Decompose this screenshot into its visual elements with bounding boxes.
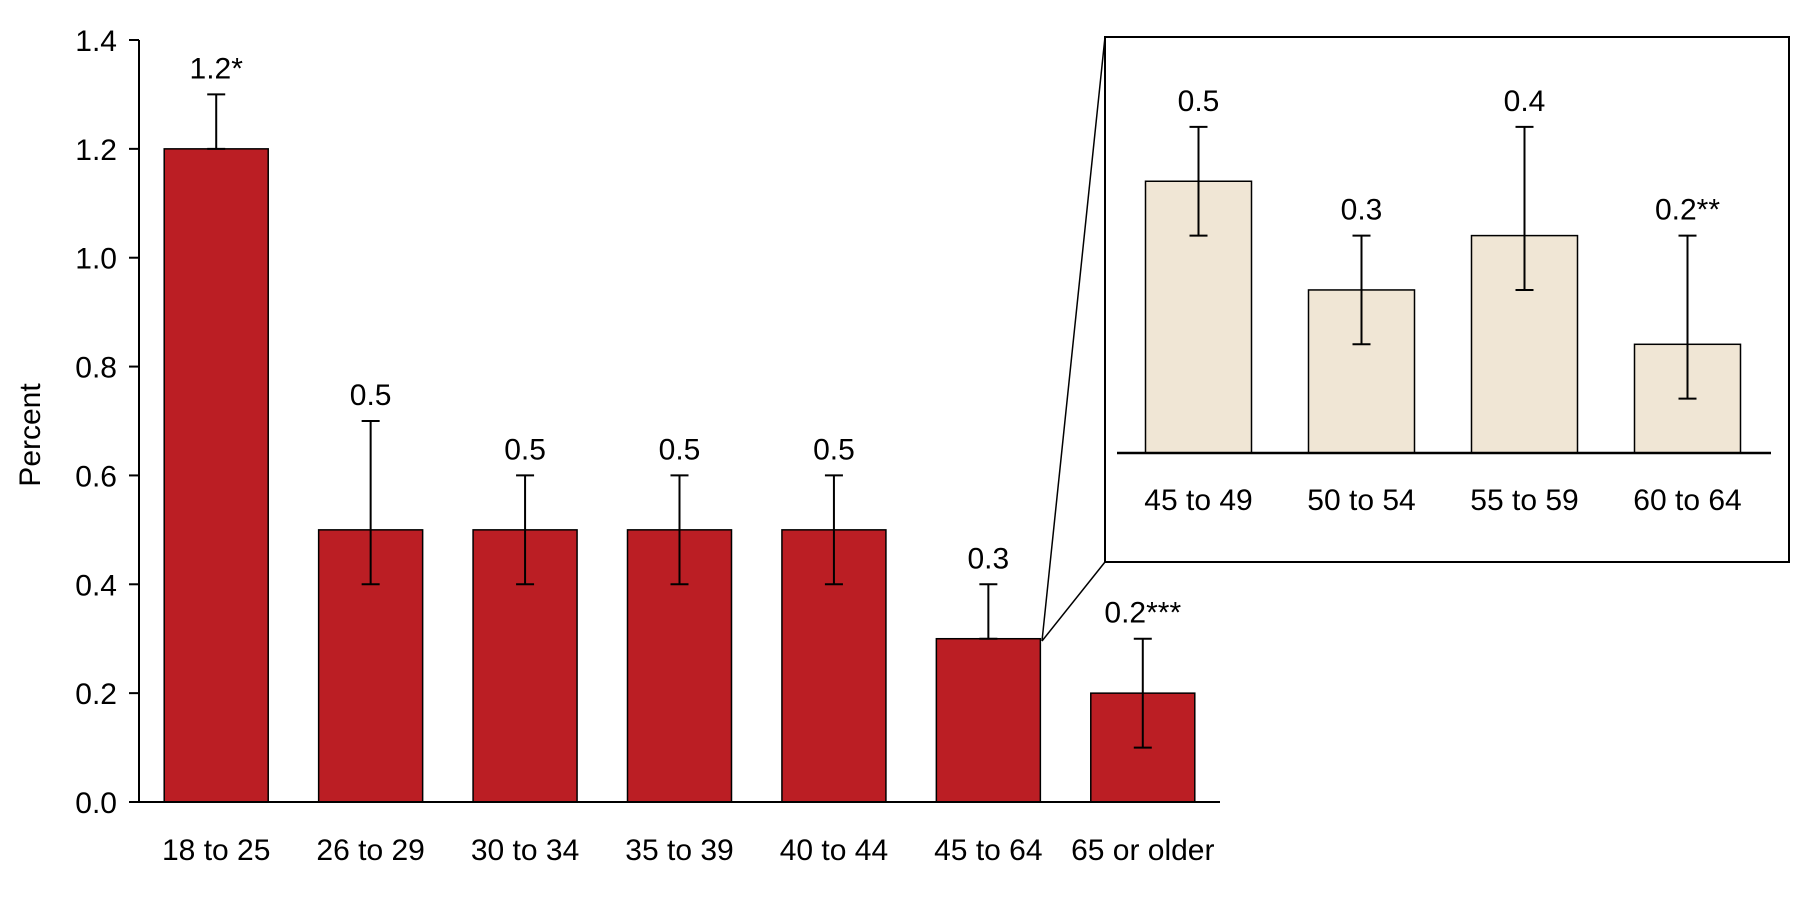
inset-data-label-55-to-59: 0.4 bbox=[1504, 85, 1546, 118]
y-axis-ticks: 0.0 0.2 0.4 0.6 0.8 1.0 1.2 1.4 bbox=[75, 25, 139, 820]
category-label-40-to-44: 40 to 44 bbox=[780, 834, 888, 867]
bar-18-to-25 bbox=[163, 148, 269, 803]
error-bar-40-to-44 bbox=[824, 474, 843, 586]
y-tick-label: 0.8 bbox=[75, 352, 117, 385]
y-tick-label: 0.0 bbox=[75, 787, 117, 820]
inset-error-bar-60-to-64 bbox=[1678, 234, 1697, 400]
category-label-18-to-25: 18 to 25 bbox=[162, 834, 270, 867]
error-bar-35-to-39 bbox=[670, 474, 689, 586]
category-label-30-to-34: 30 to 34 bbox=[471, 834, 579, 867]
data-label-45-to-64: 0.3 bbox=[967, 542, 1009, 575]
inset-data-label-50-to-54: 0.3 bbox=[1341, 194, 1383, 227]
data-label-30-to-34: 0.5 bbox=[504, 433, 546, 466]
inset-data-label-60-to-64: 0.2** bbox=[1655, 194, 1720, 227]
error-bar-65-or-older bbox=[1133, 637, 1152, 749]
y-axis-title: Percent bbox=[14, 383, 47, 487]
main-category-labels: 18 to 25 26 to 29 30 to 34 35 to 39 40 to 44… bbox=[162, 834, 1215, 867]
inset-error-bars bbox=[1189, 125, 1697, 400]
inset-data-labels: 0.5 0.3 0.4 0.2** bbox=[1178, 85, 1721, 227]
inset-error-bar-45-to-49 bbox=[1189, 125, 1208, 237]
data-label-40-to-44: 0.5 bbox=[813, 433, 855, 466]
data-label-65-or-older: 0.2*** bbox=[1104, 597, 1181, 630]
y-tick-label: 1.2 bbox=[75, 134, 117, 167]
inset-category-labels: 45 to 49 50 to 54 55 to 59 60 to 64 bbox=[1144, 484, 1741, 517]
error-bar-18-to-25 bbox=[207, 93, 226, 150]
error-bar-45-to-64 bbox=[979, 583, 998, 640]
inset-category-label-60-to-64: 60 to 64 bbox=[1633, 484, 1741, 517]
y-tick-label: 0.2 bbox=[75, 678, 117, 711]
main-chart: Percent 0.0 0.2 0.4 0.6 0.8 1.0 1.2 1.4 1.2* 0.5… bbox=[14, 25, 1220, 867]
error-bar-30-to-34 bbox=[516, 474, 535, 586]
inset-connector-top bbox=[1041, 36, 1106, 642]
inset-chart: 0.5 0.3 0.4 0.2** 45 to 49 50 to 54 55 to 59 6… bbox=[1041, 36, 1790, 642]
bar-45-to-64 bbox=[935, 637, 1042, 803]
inset-bars bbox=[1144, 180, 1742, 454]
category-label-65-or-older: 65 or older bbox=[1071, 834, 1214, 867]
inset-category-label-50-to-54: 50 to 54 bbox=[1307, 484, 1415, 517]
inset-connector-bottom bbox=[1041, 561, 1106, 642]
y-tick-label: 0.6 bbox=[75, 460, 117, 493]
inset-error-bar-55-to-59 bbox=[1515, 125, 1534, 291]
data-label-18-to-25: 1.2* bbox=[190, 52, 244, 85]
y-tick-label: 1.4 bbox=[75, 25, 117, 58]
y-tick-label: 1.0 bbox=[75, 243, 117, 276]
category-label-26-to-29: 26 to 29 bbox=[316, 834, 424, 867]
inset-category-label-55-to-59: 55 to 59 bbox=[1470, 484, 1578, 517]
main-error-bars bbox=[207, 93, 1152, 749]
y-tick-label: 0.4 bbox=[75, 569, 117, 602]
error-bar-26-to-29 bbox=[361, 420, 380, 586]
inset-data-label-45-to-49: 0.5 bbox=[1178, 85, 1220, 118]
inset-category-label-45-to-49: 45 to 49 bbox=[1144, 484, 1252, 517]
category-label-45-to-64: 45 to 64 bbox=[934, 834, 1042, 867]
data-label-35-to-39: 0.5 bbox=[659, 433, 701, 466]
category-label-35-to-39: 35 to 39 bbox=[625, 834, 733, 867]
bar-35-to-39 bbox=[626, 529, 733, 803]
main-data-labels: 1.2* 0.5 0.5 0.5 0.5 0.3 0.2*** bbox=[190, 52, 1182, 629]
data-label-26-to-29: 0.5 bbox=[350, 379, 392, 412]
inset-error-bar-50-to-54 bbox=[1352, 234, 1371, 346]
